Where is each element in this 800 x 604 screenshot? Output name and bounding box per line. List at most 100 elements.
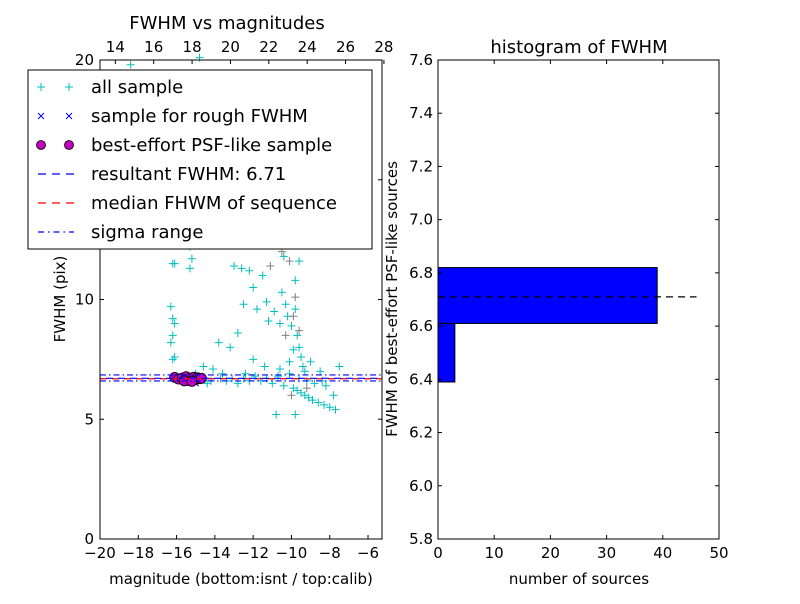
- point-all-sample: [335, 362, 344, 371]
- point-all-sample: [295, 343, 304, 352]
- point-all-sample: [249, 283, 258, 292]
- x-tick-label: −6: [357, 544, 379, 562]
- point-all-sample: [281, 300, 290, 309]
- point-all-sample: [308, 396, 317, 405]
- point-other: [302, 384, 311, 393]
- point-all-sample: [170, 319, 179, 328]
- point-all-sample: [252, 305, 261, 314]
- point-all-sample: [270, 307, 279, 316]
- point-all-sample: [291, 276, 300, 285]
- legend-marker-x-icon: [65, 112, 73, 120]
- histogram-panel: histogram of FWHM number of sources FWHM…: [383, 37, 729, 588]
- histogram-title: histogram of FWHM: [490, 37, 667, 58]
- point-all-sample: [166, 338, 175, 347]
- top-x-tick-label: 20: [221, 38, 240, 56]
- y-tick-label: 6.2: [409, 424, 433, 442]
- point-other: [295, 326, 304, 335]
- point-all-sample: [168, 331, 177, 340]
- y-tick-label: 5.8: [409, 530, 433, 548]
- histogram-bar: [437, 322, 456, 383]
- legend-label: sigma range: [91, 222, 203, 243]
- x-tick-label: 50: [709, 544, 728, 562]
- x-tick-label: −8: [319, 544, 341, 562]
- y-tick-label: 6.0: [409, 477, 433, 495]
- legend-marker-x-icon: [37, 112, 45, 120]
- x-tick-label: 20: [541, 544, 560, 562]
- y-tick-label: 20: [75, 51, 94, 69]
- point-all-sample: [306, 357, 315, 366]
- legend: all sample sample for rough FWHM best-effo…: [27, 69, 373, 250]
- point-all-sample: [170, 259, 179, 268]
- x-tick-label: −20: [84, 544, 116, 562]
- point-all-sample: [321, 381, 330, 390]
- point-other: [285, 257, 294, 266]
- point-all-sample: [285, 357, 294, 366]
- point-all-sample: [218, 369, 227, 378]
- histogram-y-label: FWHM of best-effort PSF-like sources: [383, 161, 401, 437]
- scatter-x-label: magnitude (bottom:isnt / top:calib): [109, 570, 373, 588]
- point-all-sample: [300, 367, 309, 376]
- scatter-y-label: FWHM (pix): [51, 256, 69, 343]
- point-all-sample: [287, 321, 296, 330]
- y-tick-label: 10: [75, 291, 94, 309]
- y-tick-label: 6.4: [409, 370, 433, 388]
- point-all-sample: [279, 252, 288, 261]
- point-all-sample: [291, 410, 300, 419]
- x-tick-label: −14: [199, 544, 231, 562]
- histogram-axes-frame: [437, 59, 720, 540]
- point-all-sample: [214, 338, 223, 347]
- point-all-sample: [168, 355, 177, 364]
- y-tick-label: 6.6: [409, 317, 433, 335]
- top-x-tick-label: 24: [298, 38, 317, 56]
- point-all-sample: [233, 329, 242, 338]
- point-all-sample: [168, 314, 177, 323]
- point-other: [291, 293, 300, 302]
- y-tick-label: 7.4: [409, 104, 433, 122]
- point-all-sample: [277, 288, 286, 297]
- legend-marker-plus-icon: [37, 83, 45, 91]
- x-tick-label: −12: [237, 544, 269, 562]
- point-all-sample: [293, 331, 302, 340]
- scatter-panel: FWHM vs magnitudes magnitude (bottom:isn…: [51, 13, 393, 588]
- point-all-sample: [291, 305, 300, 314]
- top-x-tick-label: 28: [374, 38, 393, 56]
- point-all-sample: [325, 403, 334, 412]
- point-all-sample: [230, 261, 239, 270]
- point-all-sample: [237, 264, 246, 273]
- point-all-sample: [316, 367, 325, 376]
- point-all-sample: [185, 264, 194, 273]
- point-other: [287, 391, 296, 400]
- x-tick-label: 10: [485, 544, 504, 562]
- y-tick-label: 7.2: [409, 157, 433, 175]
- legend-marker-circle-icon: [36, 140, 46, 150]
- legend-box: [27, 69, 373, 250]
- y-tick-label: 7.0: [409, 211, 433, 229]
- top-x-tick-label: 14: [106, 38, 125, 56]
- point-all-sample: [199, 362, 208, 371]
- point-all-sample: [279, 381, 288, 390]
- x-tick-label: 0: [433, 544, 443, 562]
- x-tick-label: −10: [276, 544, 308, 562]
- point-all-sample: [187, 254, 196, 263]
- point-all-sample: [285, 369, 294, 378]
- point-all-sample: [319, 400, 328, 409]
- point-other: [281, 331, 290, 340]
- x-tick-label: 30: [597, 544, 616, 562]
- point-all-sample: [166, 302, 175, 311]
- point-other: [266, 261, 275, 270]
- point-all-sample: [298, 362, 307, 371]
- top-x-tick-label: 26: [336, 38, 355, 56]
- point-all-sample: [289, 345, 298, 354]
- legend-label: all sample: [91, 77, 183, 98]
- top-x-tick-label: 18: [183, 38, 202, 56]
- y-tick-label: 7.6: [409, 51, 433, 69]
- legend-label: median FHWM of sequence: [91, 193, 337, 214]
- point-all-sample: [245, 266, 254, 275]
- point-all-sample: [295, 257, 304, 266]
- point-all-sample: [314, 398, 323, 407]
- point-all-sample: [260, 362, 269, 371]
- point-all-sample: [275, 364, 284, 373]
- point-all-sample: [275, 319, 284, 328]
- y-tick-label: 5: [84, 410, 94, 428]
